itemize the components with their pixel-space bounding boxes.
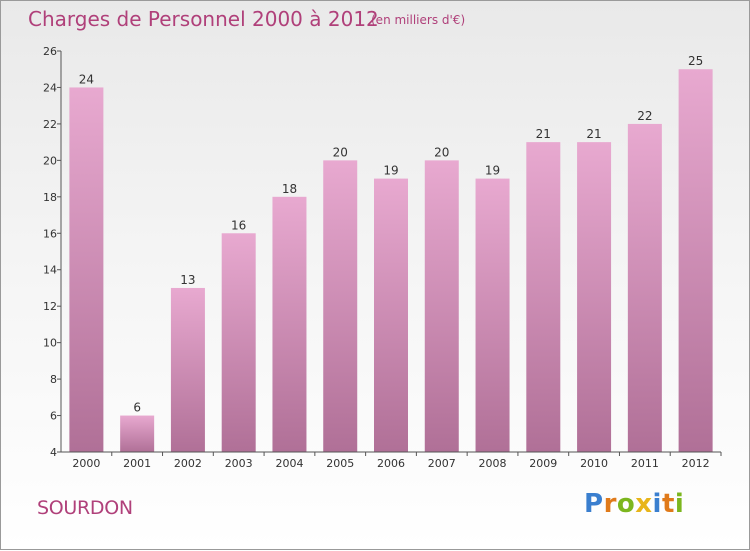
x-tick-label: 2009 bbox=[529, 457, 557, 470]
brand-letter: i bbox=[674, 489, 685, 519]
data-label-2002: 13 bbox=[180, 273, 195, 287]
y-tick-label: 20 bbox=[43, 154, 57, 167]
data-label-2004: 18 bbox=[282, 182, 297, 196]
data-label-2011: 22 bbox=[637, 109, 652, 123]
bar-2004 bbox=[272, 196, 307, 452]
bar-2003 bbox=[221, 233, 256, 452]
brand-letter: x bbox=[635, 489, 653, 519]
y-tick-label: 22 bbox=[43, 118, 57, 131]
bar-2006 bbox=[374, 178, 408, 452]
y-tick-label: 16 bbox=[43, 227, 57, 240]
bar-2012 bbox=[678, 69, 713, 453]
bar-2010 bbox=[577, 142, 612, 453]
bar-2009 bbox=[526, 142, 561, 453]
bar-2011 bbox=[627, 123, 662, 452]
data-label-2012: 25 bbox=[688, 54, 703, 68]
bar-2000 bbox=[69, 87, 104, 453]
y-tick-label: 18 bbox=[43, 191, 57, 204]
brand-letter: r bbox=[603, 489, 617, 519]
brand-letter: P bbox=[584, 489, 604, 519]
y-tick-label: 26 bbox=[43, 45, 57, 58]
x-tick-label: 2004 bbox=[275, 457, 303, 470]
data-label-2007: 20 bbox=[434, 145, 449, 159]
x-tick-label: 2000 bbox=[72, 457, 100, 470]
brand-letter: t bbox=[661, 489, 675, 519]
bar-2001 bbox=[120, 415, 155, 452]
data-label-2003: 16 bbox=[231, 218, 246, 232]
x-tick-label: 2005 bbox=[326, 457, 354, 470]
data-label-2000: 24 bbox=[79, 72, 94, 86]
chart-title: Charges de Personnel 2000 à 2012 bbox=[28, 7, 379, 31]
bar-2005 bbox=[323, 160, 358, 452]
brand-letter: o bbox=[616, 489, 636, 519]
proxiti-logo[interactable]: Proxiti bbox=[584, 489, 684, 519]
y-tick-label: 6 bbox=[50, 410, 57, 423]
x-tick-label: 2008 bbox=[479, 457, 507, 470]
chart-subtitle: (en milliers d'€) bbox=[371, 13, 466, 27]
y-tick-label: 10 bbox=[43, 337, 57, 350]
data-label-2006: 19 bbox=[383, 164, 398, 178]
x-tick-label: 2003 bbox=[225, 457, 253, 470]
y-tick-label: 4 bbox=[50, 446, 57, 459]
x-tick-label: 2001 bbox=[123, 457, 151, 470]
brand-letter: i bbox=[652, 489, 662, 519]
x-tick-label: 2010 bbox=[580, 457, 608, 470]
y-tick-label: 8 bbox=[50, 373, 57, 386]
place-name: SOURDON bbox=[37, 497, 133, 519]
bar-2007 bbox=[424, 160, 459, 452]
x-tick-label: 2002 bbox=[174, 457, 202, 470]
bar-2002 bbox=[170, 287, 205, 452]
bar-2008 bbox=[475, 178, 510, 452]
data-label-2008: 19 bbox=[485, 164, 500, 178]
x-tick-label: 2007 bbox=[428, 457, 456, 470]
data-label-2001: 6 bbox=[133, 401, 141, 415]
data-label-2005: 20 bbox=[333, 145, 348, 159]
y-tick-label: 14 bbox=[43, 264, 57, 277]
x-tick-label: 2012 bbox=[682, 457, 710, 470]
data-label-2009: 21 bbox=[536, 127, 551, 141]
x-tick-label: 2006 bbox=[377, 457, 405, 470]
x-tick-label: 2011 bbox=[631, 457, 659, 470]
data-label-2010: 21 bbox=[586, 127, 601, 141]
y-tick-label: 12 bbox=[43, 300, 57, 313]
y-tick-label: 24 bbox=[43, 81, 57, 94]
